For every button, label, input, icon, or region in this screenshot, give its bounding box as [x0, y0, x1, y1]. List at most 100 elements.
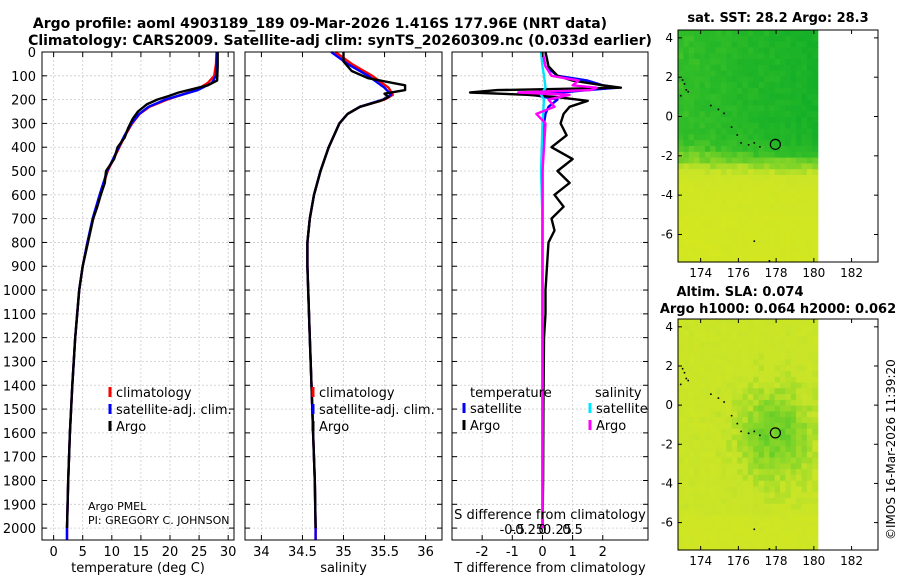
- heatmap-cell: [812, 134, 819, 141]
- heatmap-cell: [747, 192, 754, 199]
- heatmap-cell: [774, 324, 781, 332]
- heatmap-cell: [694, 486, 701, 493]
- heatmap-cell: [747, 480, 754, 488]
- heatmap-cell: [790, 151, 797, 159]
- heatmap-cell: [774, 157, 781, 164]
- heatmap-cell: [801, 353, 808, 360]
- heatmap-cell: [715, 474, 722, 482]
- heatmap-cell: [812, 365, 819, 372]
- heatmap-cell: [721, 47, 727, 54]
- heatmap-cell: [704, 324, 711, 332]
- heatmap-cell: [747, 532, 754, 540]
- heatmap-cell: [796, 111, 803, 118]
- heatmap-cell: [769, 105, 776, 112]
- heatmap-cell: [678, 140, 684, 147]
- x-axis-label: temperature (deg C): [71, 561, 205, 576]
- heatmap-cell: [737, 319, 744, 326]
- heatmap-cell: [801, 186, 808, 193]
- heatmap-cell: [785, 526, 792, 534]
- heatmap-cell: [721, 428, 727, 436]
- heatmap-cell: [699, 486, 706, 493]
- heatmap-cell: [715, 480, 722, 488]
- heatmap-cell: [769, 111, 776, 118]
- heatmap-cell: [790, 371, 797, 378]
- heatmap-cell: [737, 227, 744, 234]
- heatmap-cell: [704, 192, 711, 199]
- heatmap-cell: [801, 256, 808, 263]
- heatmap-cell: [801, 64, 808, 72]
- heatmap-cell: [747, 440, 754, 447]
- heatmap-cell: [812, 163, 819, 170]
- heatmap-cell: [790, 394, 797, 401]
- heatmap-cell: [726, 526, 733, 534]
- heatmap-cell: [699, 140, 706, 147]
- heatmap-cell: [790, 221, 797, 228]
- heatmap-cell: [737, 324, 744, 332]
- heatmap-cell: [796, 353, 803, 360]
- heatmap-cell: [769, 93, 776, 101]
- heatmap-cell: [742, 99, 749, 106]
- heatmap-cell: [758, 233, 765, 240]
- heatmap-cell: [678, 446, 684, 453]
- heatmap-cell: [726, 151, 733, 159]
- heatmap-cell: [753, 422, 760, 430]
- heatmap-cell: [812, 180, 819, 188]
- heatmap-cell: [710, 221, 717, 228]
- heatmap-cell: [715, 186, 722, 193]
- heatmap-cell: [812, 70, 819, 77]
- heatmap-cell: [737, 330, 744, 337]
- x-tick-label: 174: [689, 266, 712, 280]
- heatmap-cell: [801, 359, 808, 366]
- heatmap-cell: [688, 434, 695, 441]
- heatmap-cell: [747, 515, 754, 522]
- heatmap-cell: [715, 324, 722, 332]
- heatmap-cell: [790, 503, 797, 511]
- heatmap-cell: [812, 30, 819, 37]
- heatmap-cell: [812, 428, 819, 436]
- heatmap-cell: [747, 169, 754, 176]
- heatmap-cell: [721, 359, 727, 366]
- heatmap-cell: [726, 227, 733, 234]
- island-mark: [759, 434, 761, 437]
- heatmap-cell: [785, 88, 792, 95]
- heatmap-cell: [812, 146, 819, 153]
- island-mark: [710, 393, 712, 395]
- heatmap-cell: [721, 186, 727, 193]
- heatmap-cell: [688, 198, 695, 205]
- heatmap-cell: [699, 538, 706, 545]
- heatmap-cell: [737, 422, 744, 430]
- heatmap-cell: [710, 88, 717, 95]
- heatmap-cell: [742, 509, 749, 516]
- heatmap-cell: [715, 204, 722, 211]
- heatmap-cell: [753, 151, 760, 159]
- heatmap-cell: [688, 221, 695, 228]
- heatmap-cell: [753, 256, 760, 263]
- heatmap-cell: [801, 371, 808, 378]
- heatmap-cell: [806, 47, 813, 54]
- heatmap-cell: [790, 376, 797, 384]
- heatmap-cell: [710, 515, 717, 522]
- heatmap-cell: [731, 70, 738, 77]
- heatmap-cell: [694, 342, 701, 349]
- heatmap-cell: [747, 128, 754, 135]
- heatmap-cell: [790, 111, 797, 118]
- heatmap-cell: [715, 82, 722, 89]
- y-tick-label: 400: [11, 141, 36, 156]
- heatmap-cell: [726, 388, 733, 395]
- heatmap-cell: [763, 209, 770, 217]
- heatmap-cell: [801, 532, 808, 540]
- heatmap-cell: [790, 70, 797, 77]
- heatmap-cell: [678, 111, 684, 118]
- heatmap-cell: [678, 371, 684, 378]
- heatmap-cell: [678, 99, 684, 106]
- heatmap-cell: [721, 411, 727, 418]
- heatmap-cell: [688, 134, 695, 141]
- legend-label: climatology: [116, 386, 192, 401]
- heatmap-cell: [699, 526, 706, 534]
- heatmap-cell: [785, 157, 792, 164]
- heatmap-cell: [758, 244, 765, 251]
- heatmap-cell: [704, 82, 711, 89]
- heatmap-cell: [721, 233, 727, 240]
- heatmap-cell: [710, 526, 717, 534]
- heatmap-cell: [753, 157, 760, 164]
